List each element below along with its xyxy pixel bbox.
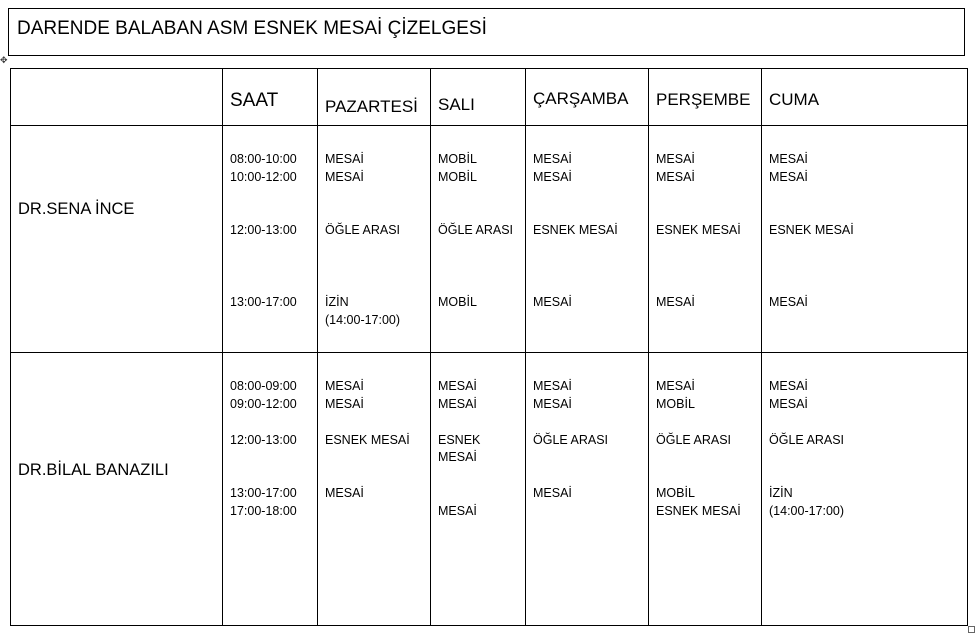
- cell-line: 13:00-17:00: [230, 295, 297, 309]
- header-4: PERŞEMBE: [656, 90, 751, 109]
- row-divider: [10, 125, 968, 126]
- cell-line: 12:00-13:00: [230, 223, 297, 237]
- cell-line: MESAİ: [325, 170, 364, 184]
- column-divider: [525, 68, 526, 626]
- cell-line: 09:00-12:00: [230, 397, 297, 411]
- cell-line: MESAİ: [325, 152, 364, 166]
- doctor-name: DR.BİLAL BANAZILI: [18, 461, 169, 479]
- cell-line: ÖĞLE ARASI: [656, 433, 732, 447]
- cell-line: ESNEK MESAİ: [325, 433, 410, 447]
- cell-line: ESNEK MESAİ: [656, 504, 741, 518]
- header-3: ÇARŞAMBA: [533, 89, 629, 108]
- cell-line: MESAİ: [533, 486, 572, 500]
- cell-line: ESNEK: [438, 433, 481, 447]
- header-5: CUMA: [769, 90, 820, 109]
- column-divider: [430, 68, 431, 626]
- cell-line: MESAİ: [325, 486, 364, 500]
- cell-line: 12:00-13:00: [230, 433, 297, 447]
- cell-line: MESAİ: [533, 170, 572, 184]
- cell-line: ESNEK MESAİ: [656, 223, 741, 237]
- cell-line: ÖĞLE ARASI: [533, 433, 609, 447]
- doctor-name: DR.SENA İNCE: [18, 200, 135, 218]
- cell-line: MESAİ: [769, 397, 808, 411]
- cell-line: MESAİ: [656, 170, 695, 184]
- cell-line: MESAİ: [325, 397, 364, 411]
- cell-line: MOBİL: [656, 397, 695, 411]
- cell-line: ESNEK MESAİ: [533, 223, 618, 237]
- cell-line: MOBİL: [438, 152, 477, 166]
- cell-line: MESAİ: [438, 379, 477, 393]
- cell-line: MESAİ: [769, 152, 808, 166]
- cell-line: MESAİ: [656, 152, 695, 166]
- title-box[interactable]: DARENDE BALABAN ASM ESNEK MESAİ ÇİZELGES…: [8, 8, 965, 56]
- cell-line: MESAİ: [533, 295, 572, 309]
- cell-line: MESAİ: [438, 397, 477, 411]
- header-0: SAAT: [230, 90, 279, 111]
- cell-line: MESAİ: [656, 295, 695, 309]
- cell-line: MESAİ: [533, 152, 572, 166]
- cell-line: MESAİ: [438, 450, 477, 464]
- cell-line: (14:00-17:00): [769, 504, 845, 518]
- cell-line: MESAİ: [325, 379, 364, 393]
- cell-line: MESAİ: [769, 295, 808, 309]
- cell-line: MESAİ: [769, 379, 808, 393]
- table-resize-handle[interactable]: [968, 626, 975, 633]
- header-2: SALI: [438, 95, 475, 114]
- cell-line: 17:00-18:00: [230, 504, 297, 518]
- cell-line: ESNEK MESAİ: [769, 223, 854, 237]
- table-move-handle-icon[interactable]: ✥: [0, 55, 8, 65]
- cell-line: 10:00-12:00: [230, 170, 297, 184]
- cell-line: MESAİ: [533, 397, 572, 411]
- document-title: DARENDE BALABAN ASM ESNEK MESAİ ÇİZELGES…: [17, 18, 487, 39]
- cell-line: ÖĞLE ARASI: [325, 223, 401, 237]
- cell-line: MESAİ: [769, 170, 808, 184]
- row-divider: [10, 352, 968, 353]
- column-divider: [761, 68, 762, 626]
- cell-line: MESAİ: [438, 504, 477, 518]
- cell-line: İZİN: [325, 295, 349, 309]
- cell-line: 13:00-17:00: [230, 486, 297, 500]
- cell-line: MESAİ: [656, 379, 695, 393]
- cell-line: MESAİ: [533, 379, 572, 393]
- cell-line: İZİN: [769, 486, 793, 500]
- cell-line: 08:00-09:00: [230, 379, 297, 393]
- column-divider: [222, 68, 223, 626]
- column-divider: [648, 68, 649, 626]
- cell-line: MOBİL: [438, 170, 477, 184]
- cell-line: ÖĞLE ARASI: [769, 433, 845, 447]
- header-1: PAZARTESİ: [325, 97, 418, 116]
- cell-line: 08:00-10:00: [230, 152, 297, 166]
- schedule-table: [10, 68, 968, 626]
- cell-line: MOBİL: [438, 295, 477, 309]
- cell-line: ÖĞLE ARASI: [438, 223, 514, 237]
- cell-line: MOBİL: [656, 486, 695, 500]
- cell-line: (14:00-17:00): [325, 313, 401, 327]
- column-divider: [317, 68, 318, 626]
